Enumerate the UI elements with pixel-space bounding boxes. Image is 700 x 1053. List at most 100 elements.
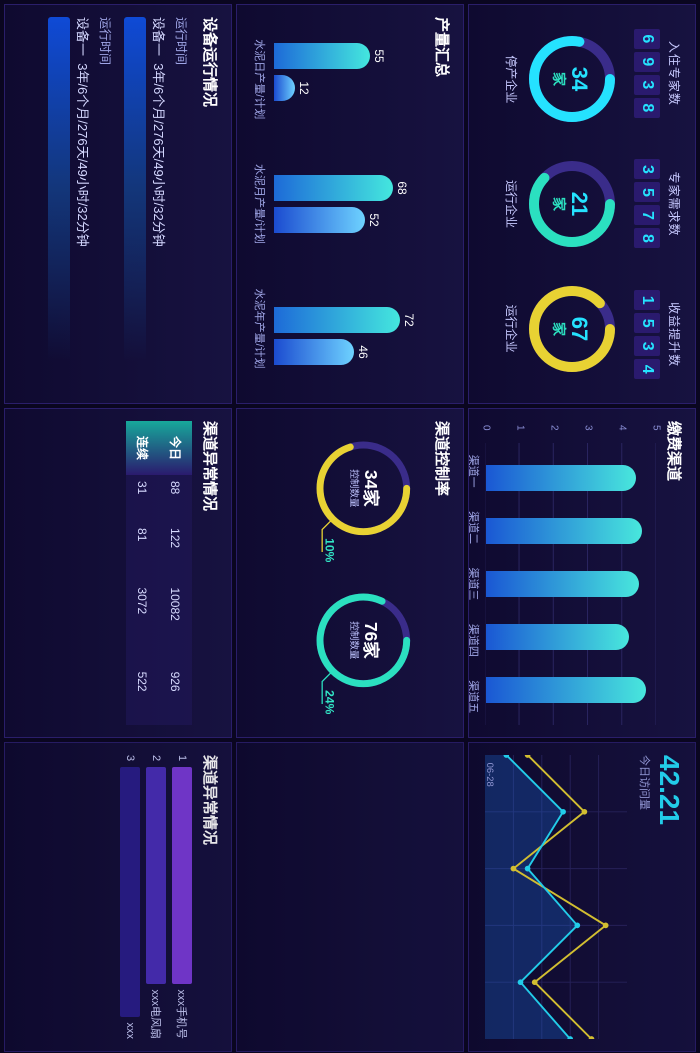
item-index: 2 [150,755,162,761]
bar: 68 [274,175,393,201]
panel-equipment-status: 设备运行情况 运行时间 设备一 3年/6个月/276天/49小时/32分钟 运行… [4,4,232,404]
panel-title: 渠道异常情况 [200,421,221,725]
table-cell: 81 [126,522,159,581]
equipment-row: 运行时间 设备一 3年/6个月/276天/49小时/32分钟 [124,17,190,391]
item-bar [146,767,166,983]
bar [486,677,646,703]
row-label: 今日 [159,421,192,475]
panel-channel-control: 渠道控制率 34家 控制数量 10% 76家 控制数量 24% [236,408,464,738]
digit: 9 [634,52,660,72]
payment-bar-chart: 5 4 3 2 1 0 [486,443,656,725]
digit: 6 [634,29,660,49]
digit: 3 [634,75,660,95]
panel-visits-line: 42.21 今日访问量 06-28 [468,742,696,1052]
gauge-sublabel: 运行企业 [503,281,520,377]
anomaly-table: 今日8812210082926连续31813072522 [126,421,192,725]
panel-cutoff-mid [236,742,464,1052]
panel-production-summary: 产量汇总 551268527246 水泥日产量/计划水泥月产量/计划水泥年产量/… [236,4,464,404]
bar-xlabel: 水泥日产量/计划 [252,39,268,119]
counter: 入住专家数 6 9 3 8 [634,29,683,118]
equipment-row: 运行时间 设备一 3年/6个月/276天/49小时/32分钟 [48,17,114,391]
item-name: xxx电风扇 [148,990,164,1040]
counter-label: 专家需求数 [666,159,683,248]
bar-xlabel: 水泥月产量/计划 [252,164,268,244]
digit: 5 [634,313,660,333]
svg-text:控制数量: 控制数量 [348,469,360,508]
item-index: 3 [124,755,136,761]
digit: 5 [634,182,660,202]
runtime-bar [48,17,70,361]
table-cell: 88 [159,475,192,522]
svg-text:21: 21 [567,192,592,216]
bar-xlabel: 水泥年产量/计划 [252,289,268,369]
digit: 3 [634,159,660,179]
bar-xlabel: 渠道三 [468,567,482,600]
equipment-name: 设备一 3年/6个月/276天/49小时/32分钟 [150,17,169,391]
runtime-bar [124,17,146,361]
panel-title: 产量汇总 [432,17,453,391]
equipment-name: 设备一 3年/6个月/276天/49小时/32分钟 [74,17,93,391]
svg-text:34: 34 [567,67,592,92]
bar: 12 [274,75,295,101]
production-bars: 551268527246 [274,17,424,391]
item-name: xxx [124,1023,136,1040]
item-bar [172,767,192,983]
control-donut: 34家 控制数量 10% [289,432,424,562]
item-index: 1 [176,755,188,761]
bar-value: 12 [297,81,311,94]
digit: 7 [634,205,660,225]
gauge: 21 家 运行企业 [503,156,620,252]
kpi-value: 42.21 [653,755,685,1039]
bar-group: 68 52 [274,175,393,233]
digit: 8 [634,98,660,118]
bar-group: 5512 [274,43,370,101]
table-row: 连续31813072522 [126,421,159,725]
bar [486,465,636,491]
counter-digits: 1534 [634,290,660,379]
payment-bars [486,443,656,725]
panel-counters-gauges: 入住专家数 6 9 3 8 专家需求数 3 5 7 8 收益提升数 1534 34 家 停产… [468,4,696,404]
gauge-sublabel: 停产企业 [503,31,520,127]
row-label: 连续 [126,421,159,475]
control-donuts: 34家 控制数量 10% 76家 控制数量 24% [289,421,424,725]
payment-xlabels: 渠道一渠道二渠道三渠道四渠道五 [468,443,482,725]
digit: 3 [634,336,660,356]
bar-group: 7246 [274,307,400,365]
table-cell: 3072 [126,581,159,665]
runtime-label: 运行时间 [97,17,114,391]
table-cell: 522 [126,666,159,725]
digit: 8 [634,228,660,248]
counter: 收益提升数 1534 [634,290,683,379]
bar-value: 46 [357,345,371,358]
runtime-label: 运行时间 [173,17,190,391]
counter: 专家需求数 3 5 7 8 [634,159,683,248]
panel-channel-anomaly-table: 渠道异常情况 今日8812210082926连续31813072522 [4,408,232,738]
svg-text:24%: 24% [323,690,337,714]
panel-channel-anomaly-list: 渠道异常情况 1 xxx手机号2 xxx电风扇3 xxx [4,742,232,1052]
gauge: 67 家 运行企业 [503,281,620,377]
bar: 52 [274,207,365,233]
bar [486,571,639,597]
svg-text:10%: 10% [323,538,337,562]
counter-digits: 6 9 3 8 [634,29,660,118]
bar: 46 [274,339,355,365]
bar-xlabel: 渠道四 [468,624,482,657]
panel-payment-channel: 缴费渠道 5 4 3 2 1 0 渠道一渠道二渠道三渠道四渠道五 [468,408,696,738]
svg-text:控制数量: 控制数量 [348,621,360,660]
bar-value: 72 [402,313,416,326]
counter-row: 入住专家数 6 9 3 8 专家需求数 3 5 7 8 收益提升数 1534 [634,17,683,391]
bar [486,518,642,544]
bar-xlabel: 渠道五 [468,680,482,713]
panel-title: 缴费渠道 [664,421,685,725]
counter-digits: 3 5 7 8 [634,159,660,248]
gauge-sublabel: 运行企业 [503,156,520,252]
gauge-row: 34 家 停产企业 21 家 运行企业 67 家 运行企业 [503,17,620,391]
counter-label: 收益提升数 [666,290,683,379]
bar-xlabel: 渠道二 [468,511,482,544]
bar-value: 55 [372,49,386,62]
panel-title: 设备运行情况 [200,17,221,391]
x-tick-label: 06-28 [484,763,495,787]
list-item: 3 xxx [120,755,140,1039]
counter-label: 入住专家数 [666,29,683,118]
bar-value: 52 [367,213,381,226]
